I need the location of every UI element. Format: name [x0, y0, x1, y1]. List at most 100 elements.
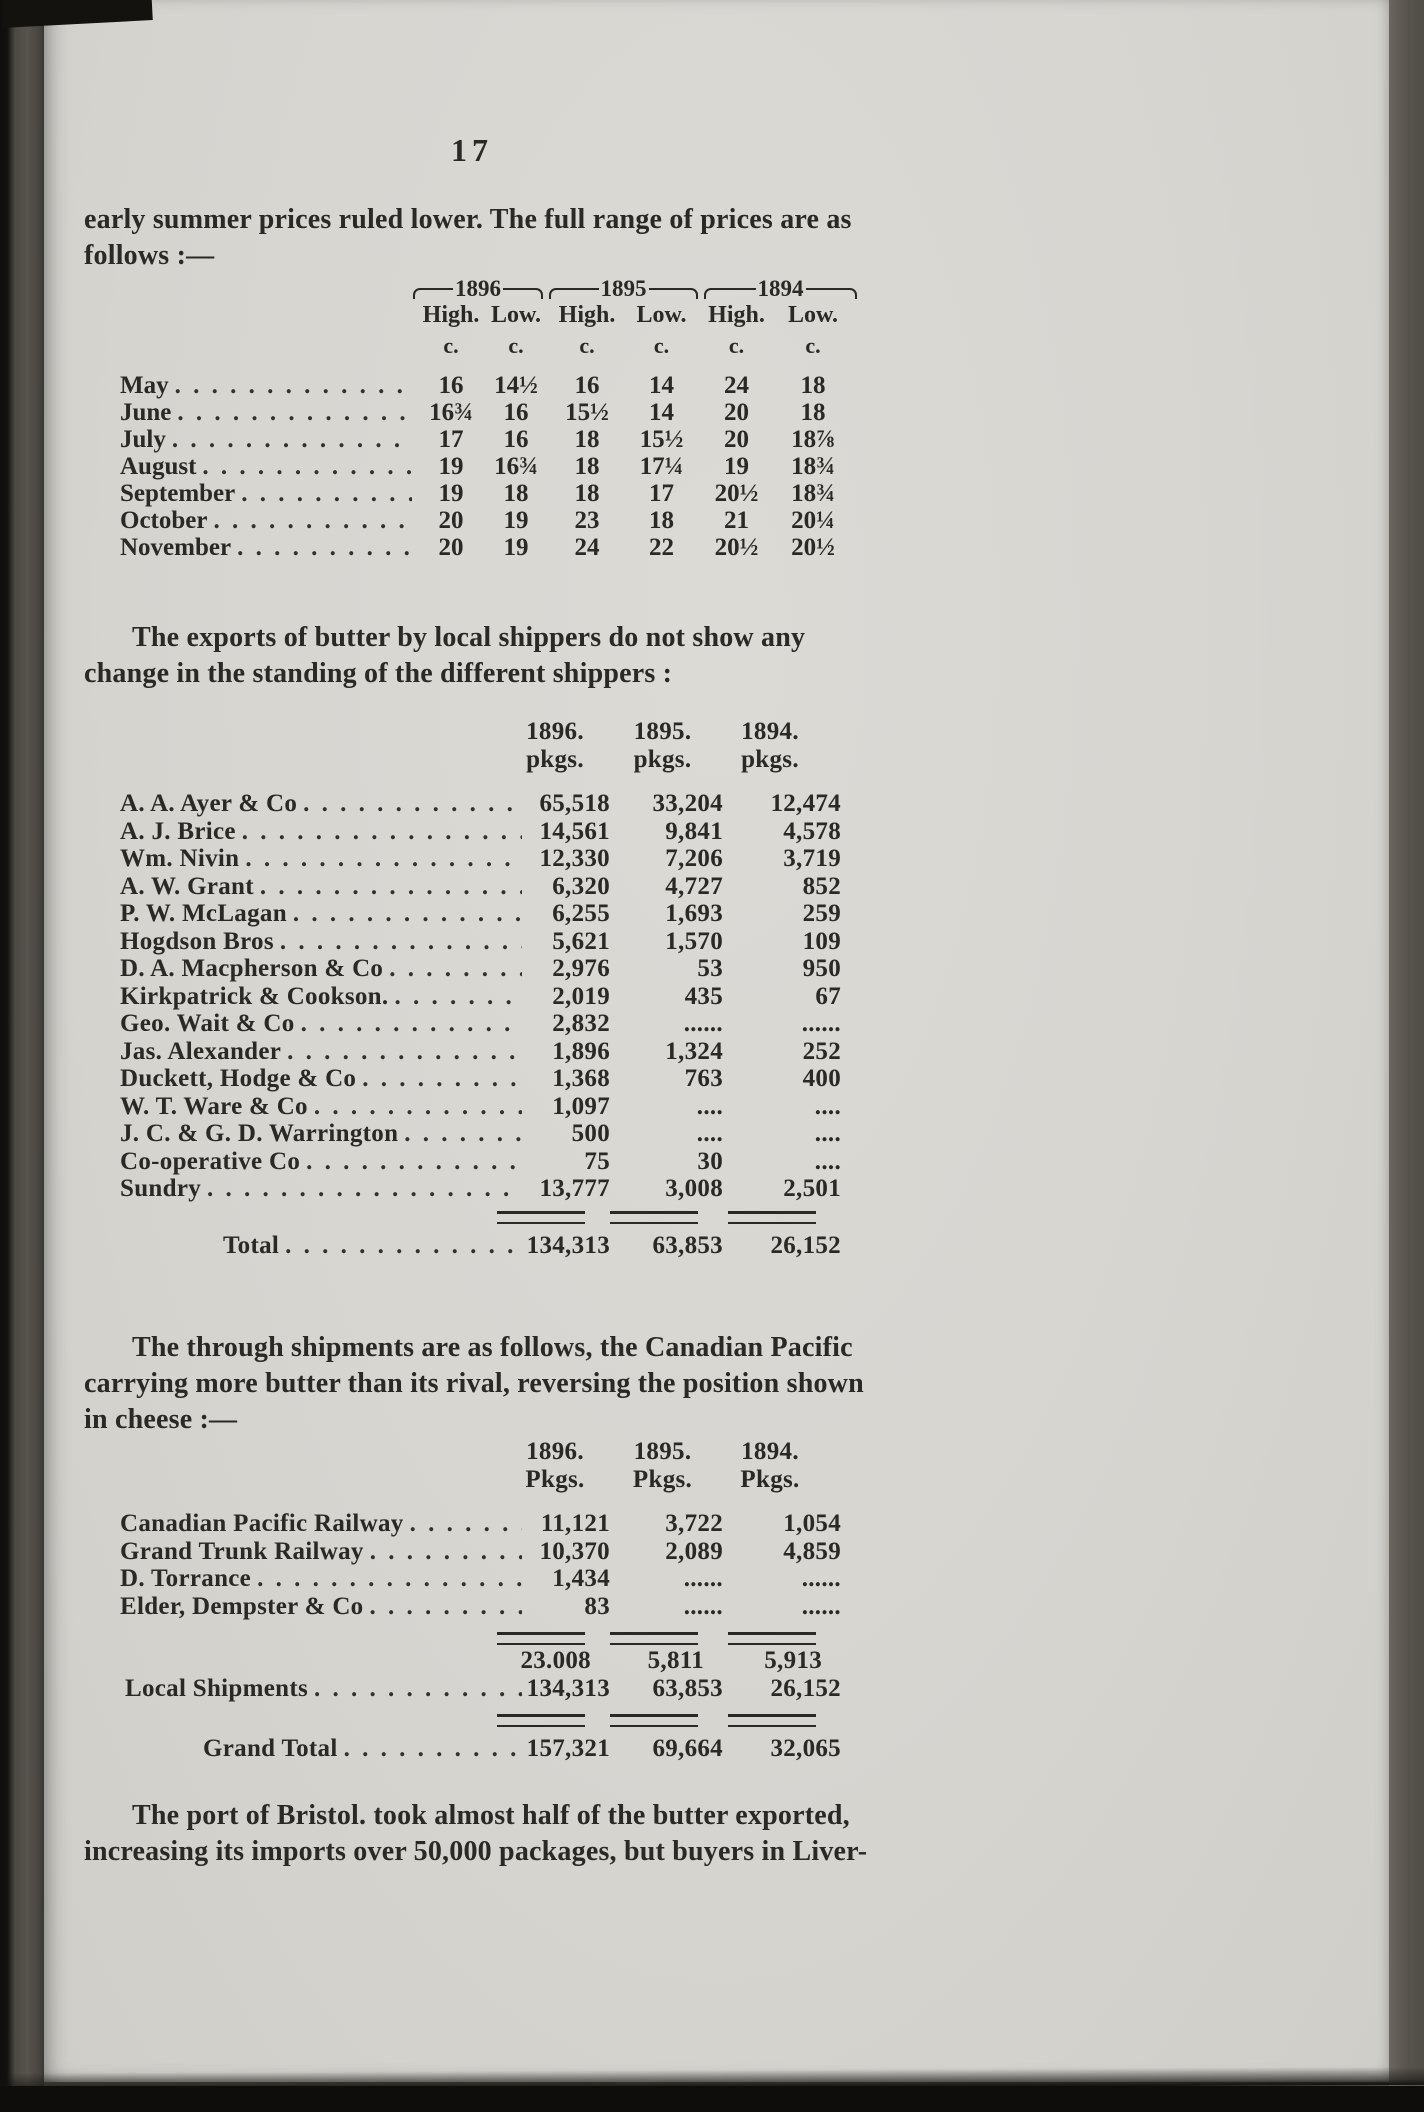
column-header: 1895. pkgs. [610, 718, 715, 774]
high-low-header: High. [708, 302, 765, 328]
price-value: 18 [574, 480, 600, 507]
shipper-row: J. C. & G. D. Warrington 500 .... .... [120, 1120, 841, 1148]
double-rule [610, 1632, 698, 1645]
price-value: 20¼ [791, 507, 835, 534]
carrier-row: Canadian Pacific Railway 11,121 3,722 1,… [120, 1510, 841, 1538]
shipper-row: W. T. Ware & Co 1,097 .... .... [120, 1092, 841, 1121]
cents-unit-label: c. [579, 333, 595, 358]
dot-leader [172, 426, 412, 453]
shipper-name: J. C. & G. D. Warrington [120, 1120, 399, 1147]
pkgs-value: 83 [584, 1592, 610, 1620]
price-value: 18 [800, 372, 826, 399]
column-header: 1895. Pkgs. [610, 1438, 715, 1494]
year-label: 1896 [455, 276, 501, 301]
subtotal-rule-row [120, 1628, 830, 1647]
pkgs-value: 1,054 [783, 1510, 841, 1537]
shipper-name: A. W. Grant [120, 872, 254, 900]
pkgs-value: 9,841 [665, 817, 723, 845]
unit-header: Pkgs. [632, 1466, 693, 1493]
dot-leader [202, 453, 412, 480]
dot-leader [369, 1593, 522, 1621]
price-value: 18¾ [791, 453, 835, 480]
month-label: July [120, 426, 166, 453]
pkgs-value: 5,621 [552, 927, 610, 955]
dot-leader [370, 1538, 522, 1566]
shipper-row: Kirkpatrick & Cookson. 2,019 435 67 [120, 983, 841, 1011]
pkgs-value: 6,320 [552, 872, 610, 900]
year-group-brace: 1894 [701, 276, 860, 301]
price-table: 1896 1895 1894 [120, 276, 860, 561]
dot-leader [404, 1120, 522, 1148]
column-header: 1894. pkgs. [715, 718, 825, 774]
high-low-header: High. [422, 302, 480, 328]
pkgs-value: ...... [801, 1592, 841, 1620]
pkgs-value: .... [696, 1092, 723, 1120]
total-value: 63,853 [652, 1231, 723, 1259]
price-value: 18 [574, 426, 600, 453]
pkgs-value: .... [814, 1092, 841, 1120]
paragraph-through-shipments: The through shipments are as follows, th… [84, 1332, 864, 1435]
shipper-name: W. T. Ware & Co [120, 1092, 308, 1120]
shipper-row: Wm. Nivin 12,330 7,206 3,719 [120, 845, 841, 873]
paragraph-bristol: The port of Bristol. took almost half of… [84, 1800, 868, 1867]
price-value: 19 [438, 480, 464, 507]
double-rule [497, 1632, 585, 1645]
pkgs-value: 252 [802, 1037, 841, 1065]
pkgs-value: .... [696, 1120, 723, 1147]
column-header: 1896. pkgs. [500, 718, 610, 774]
pkgs-value: 30 [697, 1147, 723, 1175]
shipper-name: D. A. Macpherson & Co [120, 955, 384, 982]
cents-unit-label: c. [805, 333, 821, 358]
shipper-row: Co-operative Co 75 30 .... [120, 1147, 841, 1176]
price-value: 19 [438, 453, 464, 480]
price-value: 22 [649, 534, 674, 561]
paragraph-intro: early summer prices ruled lower. The ful… [84, 204, 852, 271]
shipper-row: A. W. Grant 6,320 4,727 852 [120, 872, 841, 901]
pkgs-value: 3,719 [783, 845, 841, 872]
price-table-subheader-row: High. Low. High. Low. High. Low. [120, 302, 860, 332]
cents-unit-label: c. [508, 333, 524, 358]
cents-unit-label: c. [443, 333, 459, 358]
price-value: 18 [574, 453, 600, 480]
dot-leader [260, 873, 522, 901]
price-table-year-row: 1896 1895 1894 [120, 276, 860, 302]
price-value: 16 [503, 426, 529, 453]
pkgs-value: 53 [697, 955, 723, 982]
local-shipments-label: Local Shipments [125, 1674, 309, 1702]
price-value: 17¼ [639, 453, 684, 480]
dot-leader [207, 1175, 522, 1203]
book-gutter-left [0, 0, 44, 2112]
shipper-row: Jas. Alexander 1,896 1,324 252 [120, 1038, 841, 1066]
year-label: 1894 [757, 276, 804, 301]
subtotal-value: 5,811 [647, 1647, 704, 1674]
price-value: 20 [438, 534, 464, 561]
shipper-name: Hogdson Bros [120, 927, 274, 955]
brace-line-right [648, 288, 698, 299]
brace-line-left [549, 288, 599, 299]
price-value: 16¾ [494, 453, 538, 480]
pkgs-value: 3,008 [665, 1175, 723, 1202]
carrier-row: D. Torrance 1,434 ...... ...... [120, 1565, 841, 1593]
cents-unit-label: c. [653, 333, 670, 358]
carrier-name: Elder, Dempster & Co [120, 1592, 364, 1620]
dot-leader [175, 372, 412, 399]
dot-leader [285, 1232, 522, 1260]
pkgs-value: 14,561 [539, 817, 610, 845]
dot-leader [245, 845, 522, 873]
pkgs-value: 65,518 [539, 790, 610, 817]
shipper-row: Duckett, Hodge & Co 1,368 763 400 [120, 1065, 841, 1093]
page-edge-right [1389, 0, 1424, 2112]
brace-line-right [805, 288, 857, 299]
price-value: 16 [438, 372, 464, 399]
year-header: 1896. [526, 718, 584, 745]
price-value: 20½ [714, 480, 759, 507]
shippers-total-row: Total 134,313 63,853 26,152 [120, 1231, 841, 1260]
shipper-row: A. A. Ayer & Co 65,518 33,204 12,474 [120, 790, 841, 818]
dot-leader [280, 928, 522, 956]
price-row: September 19 18 18 17 20½ 18¾ [120, 480, 860, 507]
pkgs-value: 1,570 [665, 927, 723, 955]
unit-header: pkgs. [526, 746, 584, 773]
pkgs-value: 1,368 [552, 1065, 610, 1092]
grand-total-value: 69,664 [652, 1735, 723, 1762]
pkgs-value: 67 [815, 982, 841, 1010]
